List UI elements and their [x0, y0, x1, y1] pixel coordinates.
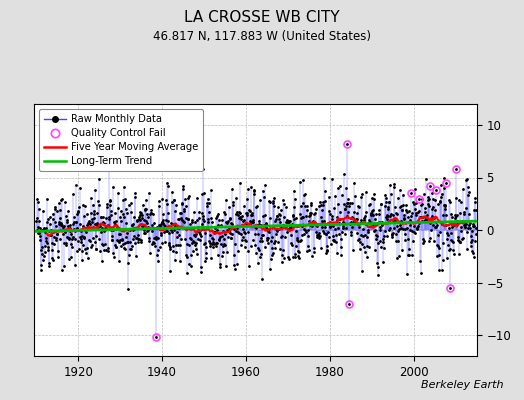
Text: Berkeley Earth: Berkeley Earth: [421, 380, 503, 390]
Text: LA CROSSE WB CITY: LA CROSSE WB CITY: [184, 10, 340, 25]
Legend: Raw Monthly Data, Quality Control Fail, Five Year Moving Average, Long-Term Tren: Raw Monthly Data, Quality Control Fail, …: [39, 109, 203, 171]
Text: 46.817 N, 117.883 W (United States): 46.817 N, 117.883 W (United States): [153, 30, 371, 43]
